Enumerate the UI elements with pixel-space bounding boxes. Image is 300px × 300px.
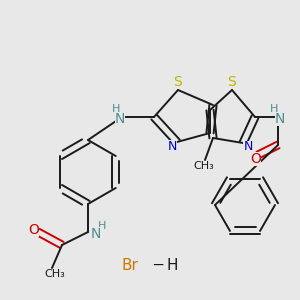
Text: Br: Br — [122, 257, 138, 272]
Text: O: O — [250, 152, 261, 166]
Text: ─: ─ — [153, 257, 163, 272]
Text: O: O — [28, 223, 39, 237]
Text: N: N — [115, 112, 125, 126]
Text: S: S — [228, 75, 236, 89]
Text: CH₃: CH₃ — [194, 161, 214, 171]
Text: N: N — [91, 227, 101, 241]
Text: H: H — [112, 104, 120, 114]
Text: H: H — [270, 104, 278, 114]
Text: N: N — [275, 112, 285, 126]
Text: S: S — [174, 75, 182, 89]
Text: N: N — [167, 140, 177, 152]
Text: N: N — [243, 140, 253, 154]
Text: CH₃: CH₃ — [45, 269, 65, 279]
Text: H: H — [166, 257, 178, 272]
Text: H: H — [98, 221, 106, 231]
